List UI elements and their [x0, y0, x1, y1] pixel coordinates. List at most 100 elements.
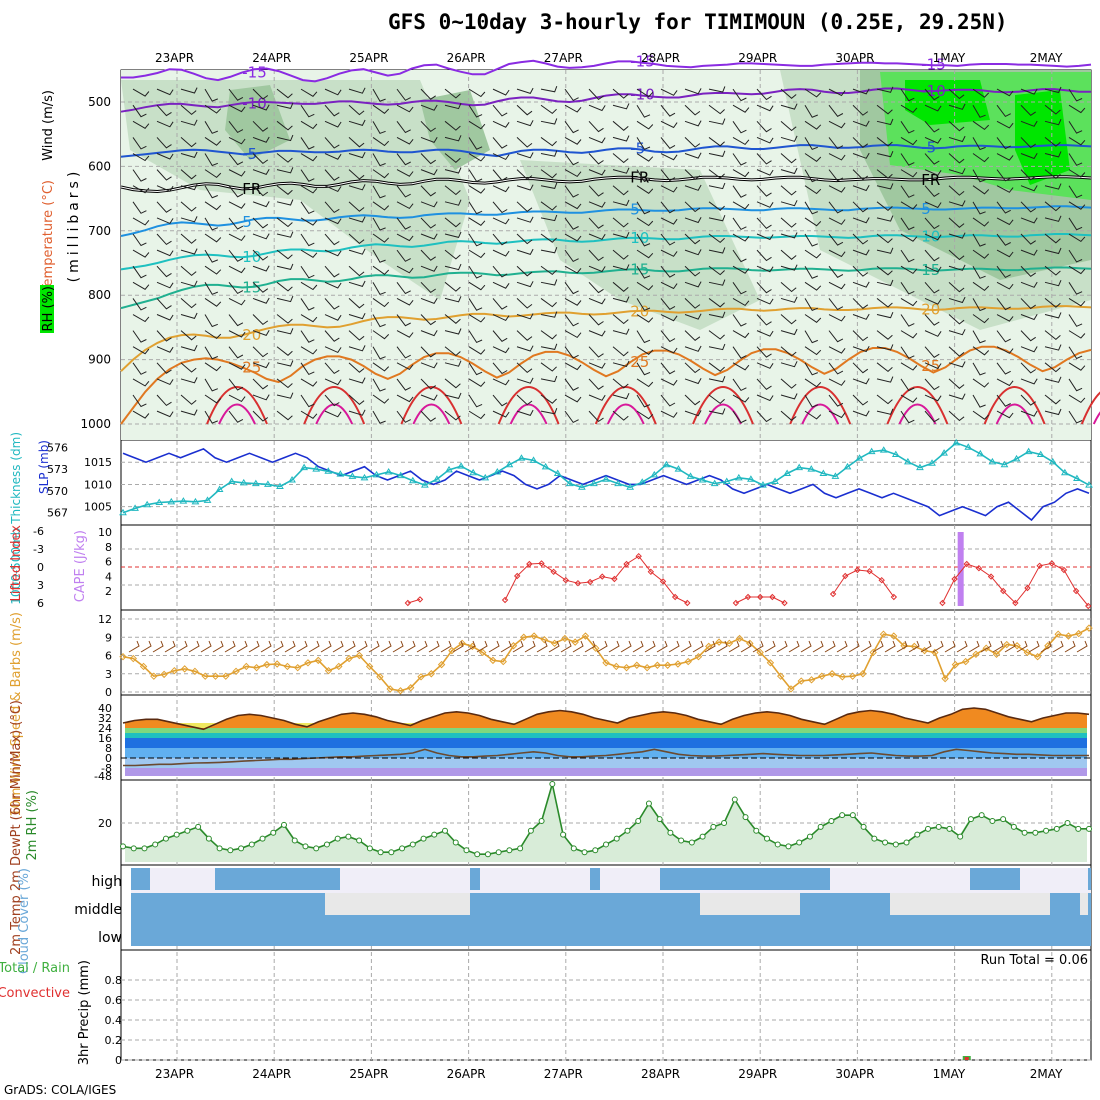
wind-barb [756, 281, 772, 294]
thickness-line-point [662, 460, 671, 468]
rh-line-point [323, 841, 330, 848]
wind-barb [180, 183, 198, 191]
wind-barb [732, 346, 747, 359]
thickness-line-point [940, 449, 948, 456]
date-bottom-26APR: 26APR [447, 1067, 486, 1081]
rh-line-point [721, 819, 728, 826]
wind-barb-10m [452, 640, 464, 653]
wind-barb [828, 362, 844, 375]
thickness-line-point [239, 478, 248, 486]
wind-speed-line-point [561, 634, 569, 643]
thickness-line-point [433, 475, 441, 482]
rh-line-point [871, 835, 878, 842]
rh-line-point [967, 816, 974, 823]
wind-barb-10m [356, 640, 368, 653]
wind-barb [180, 151, 198, 158]
wind-speed-line-point [376, 673, 384, 681]
wind-barb [180, 330, 197, 341]
wind-barb [828, 88, 846, 97]
wind-barb [804, 137, 818, 151]
wind-barb [228, 185, 244, 198]
wind-barb [756, 169, 774, 176]
rh-line-point [860, 823, 867, 830]
thickness-line-point [976, 449, 985, 457]
wind-barb [588, 88, 604, 101]
wind-barb [780, 393, 798, 400]
wind-speed-line-point [663, 661, 672, 669]
thickness-line-point [590, 479, 598, 487]
wind-barb [180, 216, 198, 223]
wind-barb [516, 377, 534, 384]
wind-speed-line-point [972, 650, 980, 658]
wind-barb [276, 392, 294, 399]
wind-barb [420, 314, 436, 326]
wind-speed-line-point [129, 654, 137, 663]
wind-barb [348, 137, 365, 148]
wind-barb [420, 169, 438, 176]
rh-line-point [828, 818, 835, 825]
wind-barb [516, 104, 533, 116]
wind-barb [132, 120, 150, 129]
temp-band [125, 748, 1087, 758]
wind-speed-line-point [818, 672, 826, 680]
wind-barb [564, 330, 582, 339]
isotherm-label: 15 [921, 261, 940, 279]
wind-barb [492, 394, 508, 407]
temp-tick: -8 [101, 762, 112, 775]
slp-tick: 1015 [84, 456, 112, 469]
wind-barb [252, 394, 270, 401]
rh-line-point [248, 841, 255, 848]
temp-area [125, 708, 1087, 730]
wind-barb [396, 282, 411, 295]
wind-barb [180, 394, 197, 405]
wind-barb [708, 182, 726, 190]
cloud-gap [890, 893, 1050, 915]
wind-barb [1020, 185, 1038, 192]
isotherm-label: 20 [921, 300, 940, 318]
wind-tick: 12 [98, 613, 112, 626]
wind-barb [972, 104, 986, 118]
wind-barb [324, 104, 340, 117]
wind-barb [756, 410, 772, 423]
wind-speed-line-point [520, 633, 528, 641]
wind-barb-10m [872, 640, 884, 653]
wind-barb [588, 201, 606, 208]
lifted-index-point [623, 560, 630, 568]
wind-barb [564, 121, 579, 134]
wind-barb [228, 346, 244, 359]
wind-barb [300, 378, 318, 387]
wind-barb [156, 314, 174, 321]
cloud-gap [325, 893, 470, 915]
wind-barb [156, 217, 174, 225]
tick-labels: 5006007008009001000100510101015567570573… [33, 51, 1063, 1081]
wind-barb [780, 103, 798, 110]
wind-barb [156, 249, 174, 257]
wind-barb [660, 298, 676, 310]
wind-barb [708, 201, 725, 211]
wind-barb [876, 298, 893, 308]
wind-barb [468, 233, 483, 247]
date-bottom-25APR: 25APR [349, 1067, 388, 1081]
lifted-index-point [574, 579, 582, 587]
wind-barb [516, 362, 533, 374]
thickness-line-point [324, 467, 333, 474]
wind-barb [372, 362, 390, 372]
wind-barb [804, 120, 822, 130]
wind-barb [1020, 201, 1036, 213]
wind-barb-10m [572, 640, 584, 653]
rh-area [125, 784, 1087, 862]
isotherm-35 [412, 403, 451, 425]
wind-barb [924, 153, 940, 165]
date-top-23APR: 23APR [155, 51, 194, 65]
wind-barb [900, 121, 915, 134]
wind-speed-line-point [941, 674, 949, 683]
wind-barb [156, 88, 174, 96]
wind-barb [444, 392, 462, 399]
wind-barb [420, 297, 438, 305]
run-total: Run Total = 0.06 [980, 953, 1088, 968]
wind-barb [684, 169, 701, 180]
wind-barb [252, 153, 269, 165]
wind-barb [276, 231, 294, 238]
wind-barb [228, 314, 244, 327]
thickness-tick: 576 [47, 441, 68, 454]
